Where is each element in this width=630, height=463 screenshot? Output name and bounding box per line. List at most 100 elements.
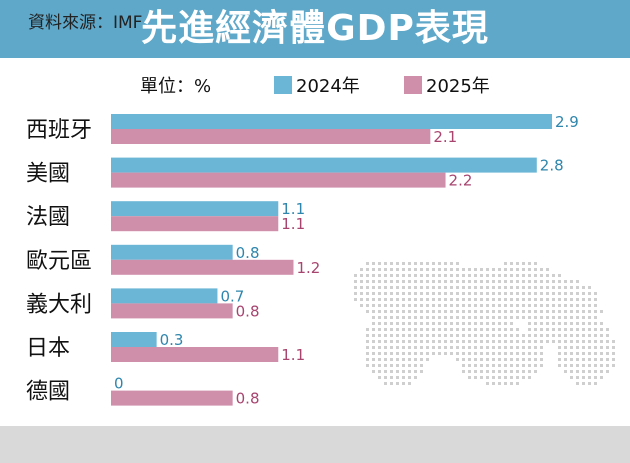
map-dot: [390, 328, 393, 331]
map-dot: [390, 364, 393, 367]
map-dot: [474, 322, 477, 325]
map-dot: [402, 280, 405, 283]
map-dot: [582, 298, 585, 301]
map-dot: [480, 340, 483, 343]
map-dot: [420, 334, 423, 337]
map-dot: [582, 292, 585, 295]
map-dot: [450, 328, 453, 331]
map-dot: [366, 340, 369, 343]
map-dot: [444, 310, 447, 313]
map-dot: [582, 382, 585, 385]
map-dot: [456, 292, 459, 295]
map-dot: [456, 340, 459, 343]
map-dot: [528, 346, 531, 349]
map-dot: [498, 310, 501, 313]
map-dot: [456, 352, 459, 355]
map-dot: [414, 280, 417, 283]
map-dot: [486, 358, 489, 361]
map-dot: [468, 370, 471, 373]
map-dot: [438, 352, 441, 355]
map-dot: [402, 268, 405, 271]
map-dot: [462, 370, 465, 373]
map-dot: [366, 328, 369, 331]
map-dot: [396, 292, 399, 295]
map-dot: [474, 370, 477, 373]
map-dot: [474, 346, 477, 349]
map-dot: [468, 376, 471, 379]
legend-label-2025: 2025年: [426, 76, 490, 97]
map-dot: [450, 286, 453, 289]
bar-2024: [111, 332, 157, 347]
map-dot: [564, 304, 567, 307]
map-dot: [522, 310, 525, 313]
map-dot: [558, 358, 561, 361]
map-dot: [366, 268, 369, 271]
map-dot: [384, 328, 387, 331]
map-dot: [414, 346, 417, 349]
map-dot: [396, 382, 399, 385]
map-dot: [426, 280, 429, 283]
map-dot: [582, 304, 585, 307]
map-dot: [474, 358, 477, 361]
map-dot: [534, 346, 537, 349]
map-dot: [504, 352, 507, 355]
map-dot: [534, 334, 537, 337]
map-dot: [480, 352, 483, 355]
map-dot: [468, 298, 471, 301]
map-dot: [606, 334, 609, 337]
map-dot: [552, 292, 555, 295]
map-dot: [522, 316, 525, 319]
map-dot: [444, 292, 447, 295]
map-dot: [462, 322, 465, 325]
category-label: 美國: [26, 162, 70, 187]
map-dot: [492, 352, 495, 355]
map-dot: [378, 340, 381, 343]
map-dot: [528, 352, 531, 355]
map-dot: [588, 370, 591, 373]
map-dot: [486, 304, 489, 307]
bar-2025: [111, 347, 279, 362]
map-dot: [492, 370, 495, 373]
map-dot: [522, 280, 525, 283]
map-dot: [420, 262, 423, 265]
map-dot: [432, 316, 435, 319]
map-dot: [420, 322, 423, 325]
map-dot: [456, 310, 459, 313]
map-dot: [516, 376, 519, 379]
map-dot: [420, 352, 423, 355]
map-dot: [582, 376, 585, 379]
map-dot: [366, 310, 369, 313]
bar-2025: [111, 259, 294, 275]
map-dot: [594, 316, 597, 319]
map-dot: [576, 316, 579, 319]
map-dot: [510, 286, 513, 289]
map-dot: [576, 310, 579, 313]
map-dot: [372, 286, 375, 289]
map-dot: [498, 286, 501, 289]
map-dot: [456, 286, 459, 289]
map-dot: [360, 286, 363, 289]
map-dot: [426, 340, 429, 343]
map-dot: [600, 364, 603, 367]
map-dot: [456, 316, 459, 319]
map-dot: [372, 334, 375, 337]
map-dot: [426, 352, 429, 355]
map-dot: [432, 334, 435, 337]
map-dot: [480, 370, 483, 373]
map-dot: [534, 358, 537, 361]
map-dot: [366, 274, 369, 277]
map-dot: [372, 340, 375, 343]
legend-item-2025: 2025年: [404, 72, 490, 98]
source-note: 資料來源：IMF: [28, 13, 143, 33]
map-dot: [528, 304, 531, 307]
map-dot: [402, 352, 405, 355]
value-label: 2.8: [540, 157, 564, 175]
map-dot: [420, 292, 423, 295]
map-dot: [456, 298, 459, 301]
map-dot: [468, 334, 471, 337]
map-dot: [594, 346, 597, 349]
map-dot: [438, 310, 441, 313]
map-dot: [564, 346, 567, 349]
